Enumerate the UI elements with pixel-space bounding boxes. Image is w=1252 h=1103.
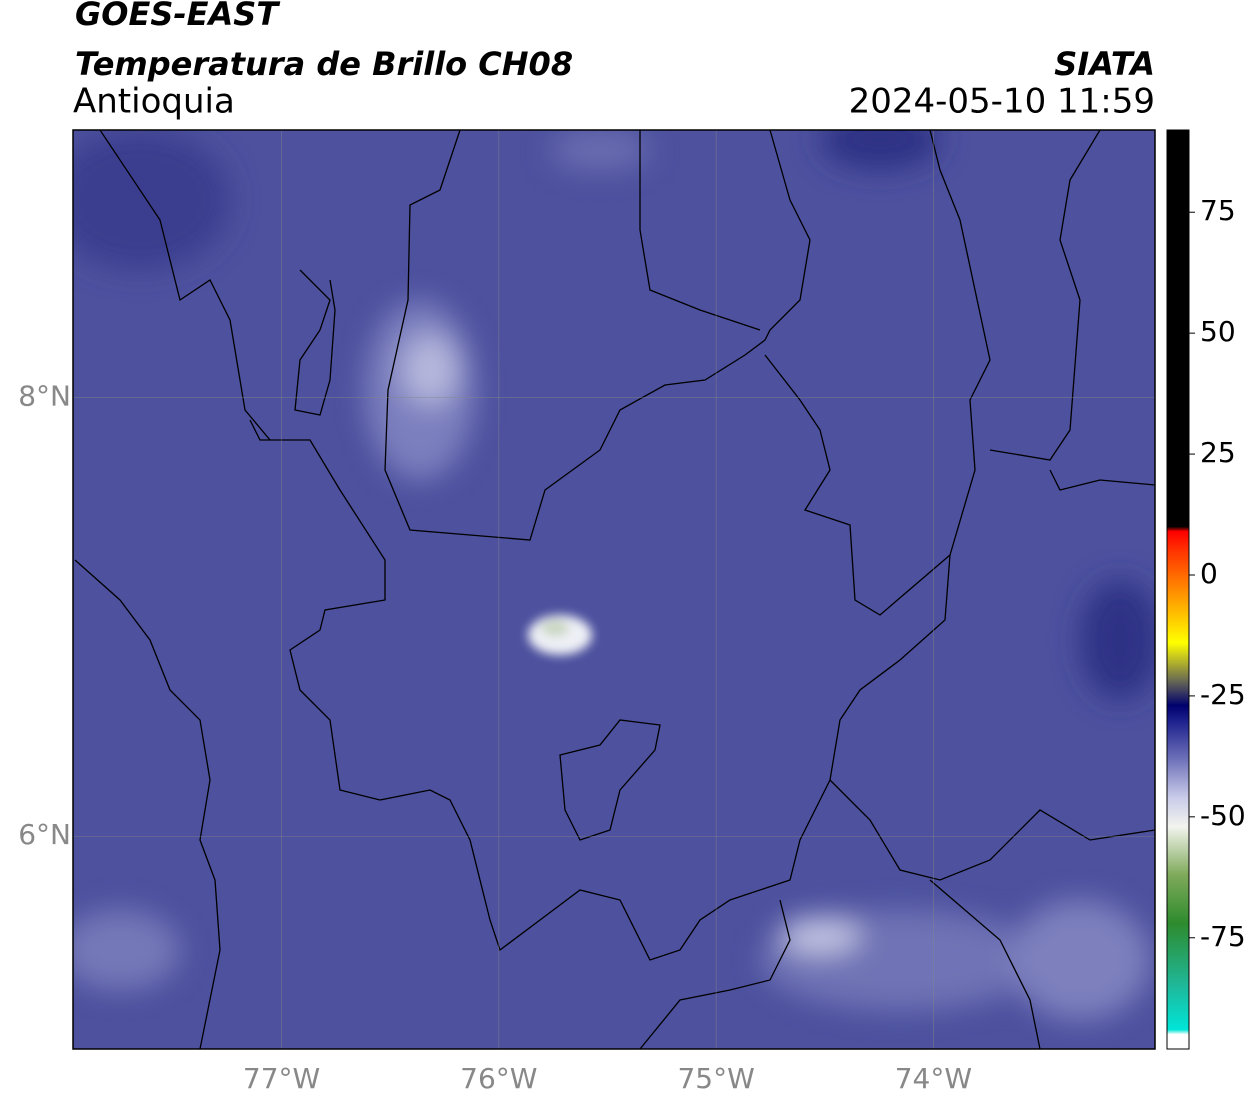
colorbar — [1166, 129, 1190, 1050]
title: GOES-EAST — [75, 0, 280, 33]
map — [73, 130, 1155, 1049]
y-tick-label: 6°N — [18, 818, 71, 851]
x-tick-label: 75°W — [677, 1062, 754, 1095]
source: SIATA — [1054, 45, 1155, 83]
colorbar-tick-label: 25 — [1200, 436, 1236, 469]
colorbar-tick-label: 50 — [1200, 315, 1236, 348]
cloud-field — [73, 130, 1155, 1020]
region: Antioquia — [73, 82, 235, 122]
colorbar-tick-label: -25 — [1200, 678, 1246, 711]
borders — [74, 130, 1155, 1049]
colorbar-tick-label: -50 — [1200, 799, 1246, 832]
colorbar-tick-label: -75 — [1200, 920, 1246, 953]
map-frame — [72, 129, 1156, 1050]
convective-cell — [528, 615, 592, 655]
colorbar-tick-label: 0 — [1200, 557, 1218, 590]
x-tick-label: 74°W — [895, 1062, 972, 1095]
map-background — [73, 130, 1155, 1049]
colorbar-tick-label: 75 — [1200, 194, 1236, 227]
timestamp: 2024-05-10 11:59 — [849, 82, 1155, 122]
x-tick-label: 76°W — [460, 1062, 537, 1095]
subtitle: Temperatura de Brillo CH08 — [75, 45, 573, 83]
x-tick-label: 77°W — [243, 1062, 320, 1095]
y-tick-label: 8°N — [18, 380, 71, 413]
